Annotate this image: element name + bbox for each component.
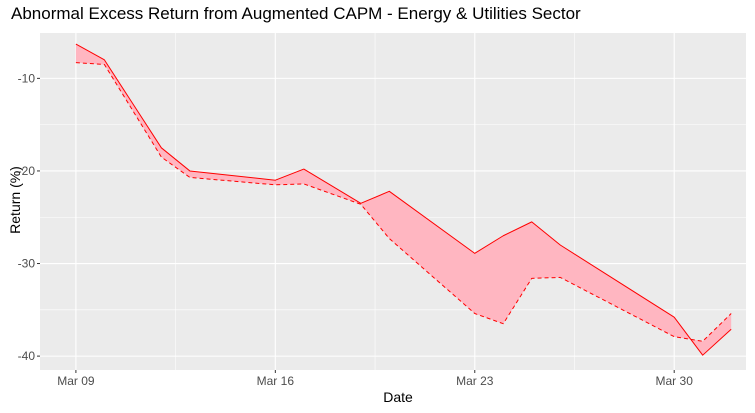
series-lines bbox=[75, 43, 732, 356]
y-tick-label: -40 bbox=[18, 349, 36, 363]
y-tick-label: -30 bbox=[18, 257, 36, 271]
y-axis-title: Return (%) bbox=[7, 166, 23, 234]
y-tick-label: -10 bbox=[18, 71, 36, 85]
tick-labels: -10 -20 -30 -40 Mar 09 Mar 16 Mar 23 Mar 30 bbox=[18, 71, 694, 388]
x-tick-label: Mar 30 bbox=[656, 374, 694, 388]
series-line-dashed bbox=[75, 62, 732, 342]
chart-title: Abnormal Excess Return from Augmented CA… bbox=[11, 4, 581, 23]
x-tick-label: Mar 09 bbox=[57, 374, 95, 388]
ribbon-area bbox=[75, 44, 732, 356]
difference-area bbox=[75, 44, 732, 356]
x-tick-label: Mar 16 bbox=[257, 374, 295, 388]
axis-ticks bbox=[37, 77, 675, 373]
grid-lines bbox=[40, 31, 746, 370]
y-tick-label: -20 bbox=[18, 164, 36, 178]
x-tick-label: Mar 23 bbox=[456, 374, 494, 388]
x-axis-title: Date bbox=[383, 389, 413, 405]
